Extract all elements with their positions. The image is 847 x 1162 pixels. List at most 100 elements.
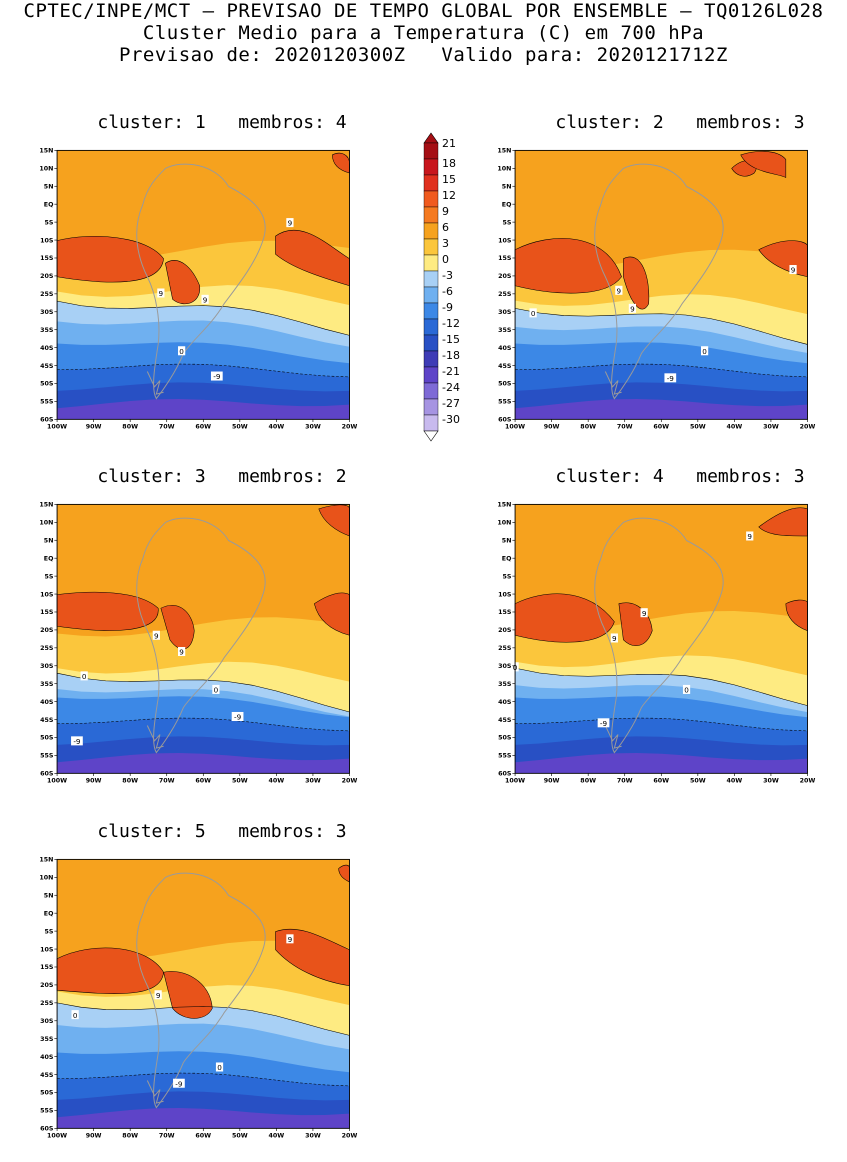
contour-label-text: -9 <box>667 374 675 383</box>
colorbar-swatch <box>423 206 439 224</box>
lat-label: 50S <box>40 735 54 742</box>
lat-label: 15N <box>39 857 53 864</box>
continent-outline <box>594 517 724 754</box>
lon-label: 100W <box>47 423 67 430</box>
colorbar-swatch <box>423 158 439 176</box>
contour-label-text: -9 <box>73 737 81 746</box>
contour-label-text: 0 <box>179 347 184 356</box>
map-svg: 9 9 0 0 -9 -9 15N 10N 5N EQ 5S 10S 15S 20S 25S 30S 35S 40… <box>39 502 357 785</box>
contour-label: 9 <box>152 630 160 640</box>
lat-label: 45S <box>40 1072 54 1079</box>
lon-label: 90W <box>86 777 102 784</box>
continent-outline <box>136 517 266 754</box>
lat-label: 20S <box>40 627 54 634</box>
lon-label: 50W <box>232 777 248 784</box>
contour-label: 9 <box>746 531 754 541</box>
colorbar-label: 6 <box>442 221 449 234</box>
colorbar-label: -6 <box>442 285 453 298</box>
colorbar-label: 18 <box>442 157 456 170</box>
colorbar-label: -30 <box>442 413 460 426</box>
colorbar-label: -27 <box>442 397 460 410</box>
lat-label: 50S <box>40 1090 54 1097</box>
lon-label: 70W <box>159 777 175 784</box>
map-svg: 9 9 9 0 0 -9 15N 10N 5N EQ 5S 10S 15S 20S 25S 30S 35S 40S… <box>497 148 815 431</box>
colorbar-swatch <box>423 190 439 208</box>
contour-label: 0 <box>80 671 88 681</box>
warm-core-region <box>56 591 159 631</box>
colorbar-label: 15 <box>442 173 456 186</box>
colorbar-label: -3 <box>442 269 453 282</box>
lat-label: 40S <box>498 345 512 352</box>
colorbar-swatch <box>423 174 439 192</box>
colorbar-swatch <box>423 302 439 320</box>
contour-label: 9 <box>154 990 162 1000</box>
map-panel-5: cluster: 5 membros: 3 9 9 0 0 -9 15N 10N 5N EQ 5S… <box>39 822 384 1162</box>
colorbar: 21 18 15 12 9 6 3 0 -3 -6 -9 -12 -15 -18 -21 -24 -27 -30 <box>423 132 484 445</box>
lon-label: 60W <box>195 777 211 784</box>
contour-label-text: -9 <box>234 713 242 722</box>
contour-label: -9 <box>173 1078 185 1088</box>
contour-label: 0 <box>700 346 709 356</box>
contour-label: 9 <box>201 294 209 304</box>
colorbar-swatch <box>423 350 439 368</box>
contour-label-text: 9 <box>203 295 208 304</box>
contour-label: 9 <box>628 303 637 314</box>
lat-label: 10S <box>40 237 54 244</box>
colorbar-swatch <box>423 142 439 160</box>
zero-isotherm <box>515 667 808 706</box>
lon-label: 70W <box>617 423 633 430</box>
lon-label: 80W <box>122 1132 138 1139</box>
contour-label-text: 9 <box>791 266 796 275</box>
lon-label: 60W <box>653 423 669 430</box>
colorbar-label: 12 <box>442 189 456 202</box>
minus9-isotherm <box>515 363 808 378</box>
lat-label: 45S <box>40 363 54 370</box>
map-panel-3: cluster: 3 membros: 2 9 9 0 0 -9 -9 15N 10N 5N EQ… <box>39 467 384 807</box>
lat-label: 10N <box>497 166 511 173</box>
colorbar-swatch <box>423 254 439 272</box>
lat-label: 10N <box>497 520 511 527</box>
contour-label-text: 9 <box>747 532 752 541</box>
lat-label: 15N <box>497 502 511 509</box>
warm-core-region <box>160 605 195 650</box>
lat-label: 20S <box>498 273 512 280</box>
lat-label: 5N <box>44 538 54 545</box>
lat-label: 5S <box>45 928 54 935</box>
contour-label-text: 0 <box>702 347 707 356</box>
lon-label: 30W <box>305 423 321 430</box>
lon-label: 20W <box>342 777 358 784</box>
lat-label: EQ <box>502 555 512 562</box>
temp-band-m18 <box>57 752 350 774</box>
colorbar-top-arrow <box>423 132 439 144</box>
lat-label: 10S <box>498 591 512 598</box>
map-svg: 9 9 9 0 -9 15N 10N 5N EQ 5S 10S 15S 20S 25S 30S 35S 40S 4… <box>39 148 357 431</box>
lon-label: 40W <box>269 1132 285 1139</box>
contour-label: 9 <box>178 647 186 657</box>
lon-label: 90W <box>544 777 560 784</box>
lon-label: 50W <box>232 1132 248 1139</box>
lat-label: 25S <box>498 291 512 298</box>
lat-label: 40S <box>40 345 54 352</box>
lat-label: EQ <box>44 555 54 562</box>
contour-label: -9 <box>231 711 244 722</box>
contour-label-text: 9 <box>288 219 293 228</box>
lat-label: EQ <box>44 201 54 208</box>
lat-label: 45S <box>40 717 54 724</box>
lon-label: 50W <box>232 423 248 430</box>
lat-label: 15N <box>39 148 53 155</box>
lon-label: 50W <box>690 423 706 430</box>
minus9-isotherm <box>57 1072 350 1087</box>
lat-label: 40S <box>40 1054 54 1061</box>
lon-label: 60W <box>195 423 211 430</box>
lat-label: 25S <box>40 1000 54 1007</box>
contour-label: 0 <box>71 1010 79 1020</box>
lat-label: 15S <box>498 255 512 262</box>
contour-label-text: 9 <box>179 648 184 657</box>
contour-label-text: 9 <box>642 609 647 618</box>
minus9-isotherm <box>57 717 350 732</box>
lat-label: 55S <box>40 753 54 760</box>
lon-label: 50W <box>690 777 706 784</box>
colorbar-swatch <box>423 398 439 416</box>
warm-core-region <box>56 236 164 283</box>
colorbar-svg: 21 18 15 12 9 6 3 0 -3 -6 -9 -12 -15 -18 -21 -24 -27 -30 <box>423 132 460 442</box>
